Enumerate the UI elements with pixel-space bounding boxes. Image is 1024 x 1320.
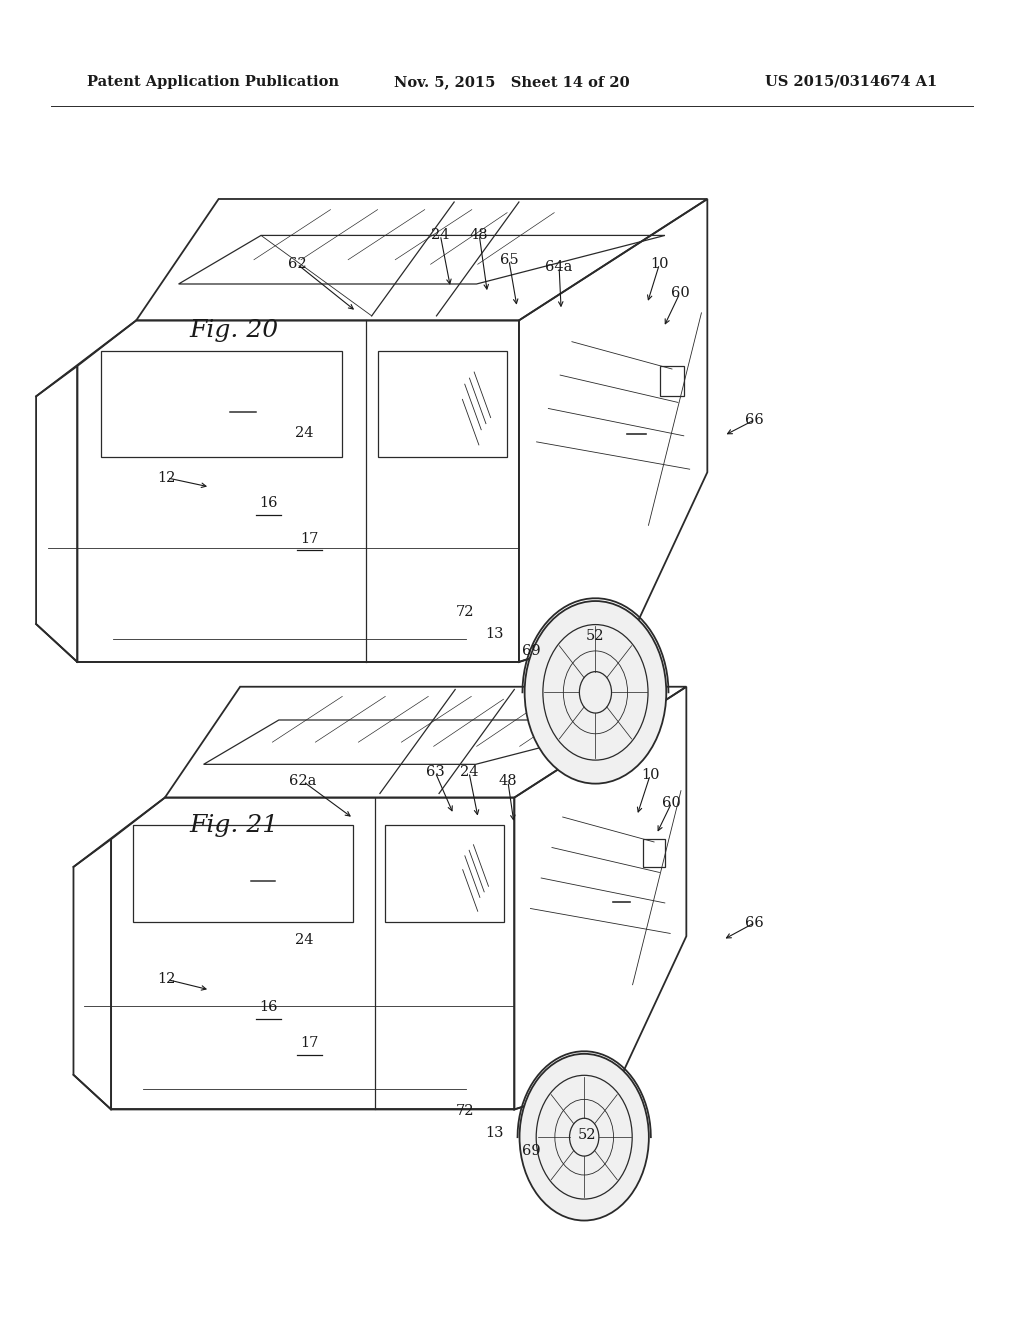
Text: 12: 12	[158, 471, 176, 484]
Text: 12: 12	[158, 973, 176, 986]
Text: 10: 10	[641, 768, 659, 781]
Text: 48: 48	[470, 228, 488, 242]
Text: 72: 72	[456, 606, 474, 619]
Text: 17: 17	[300, 532, 318, 545]
Text: 24: 24	[295, 426, 313, 440]
Text: 62: 62	[288, 257, 306, 271]
Text: 69: 69	[522, 644, 541, 657]
Text: 17: 17	[300, 1036, 318, 1049]
Text: 63: 63	[426, 766, 444, 779]
Text: 24: 24	[295, 933, 313, 946]
Text: 24: 24	[460, 766, 478, 779]
Text: Fig. 20: Fig. 20	[189, 318, 279, 342]
Circle shape	[519, 1053, 649, 1221]
Text: 52: 52	[578, 1129, 596, 1142]
Text: 48: 48	[499, 775, 517, 788]
Text: 13: 13	[485, 1126, 504, 1139]
Circle shape	[524, 601, 667, 784]
Text: Patent Application Publication: Patent Application Publication	[87, 75, 339, 88]
Text: 66: 66	[745, 916, 764, 929]
Text: 24: 24	[431, 228, 450, 242]
Text: 66: 66	[745, 413, 764, 426]
Text: 60: 60	[671, 286, 689, 300]
Text: US 2015/0314674 A1: US 2015/0314674 A1	[765, 75, 937, 88]
Text: 62a: 62a	[290, 775, 316, 788]
Text: 65: 65	[500, 253, 518, 267]
Text: 10: 10	[650, 257, 669, 271]
Text: 13: 13	[485, 627, 504, 640]
Text: 52: 52	[586, 630, 604, 643]
Text: 16: 16	[259, 496, 278, 510]
Text: 60: 60	[663, 796, 681, 809]
Text: 72: 72	[456, 1105, 474, 1118]
Text: 16: 16	[259, 1001, 278, 1014]
Text: 64a: 64a	[546, 260, 572, 273]
Text: 69: 69	[522, 1144, 541, 1158]
Text: Nov. 5, 2015   Sheet 14 of 20: Nov. 5, 2015 Sheet 14 of 20	[394, 75, 630, 88]
Text: Fig. 21: Fig. 21	[189, 813, 279, 837]
